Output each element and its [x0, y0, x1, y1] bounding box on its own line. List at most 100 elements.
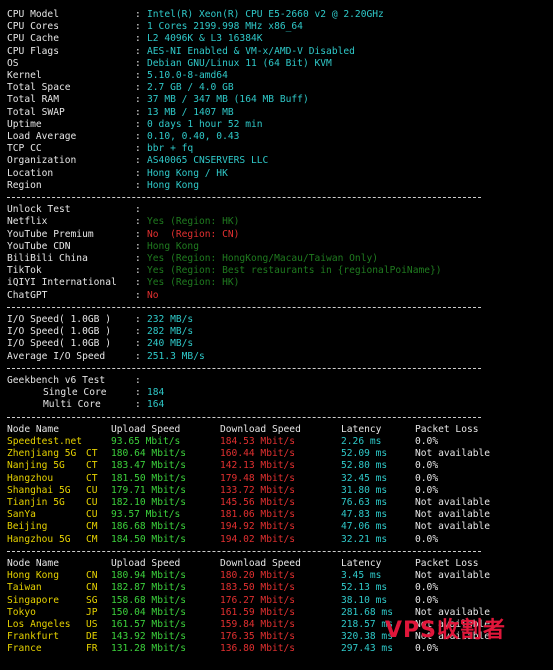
separator-colon: : [135, 350, 141, 362]
node-isp: CN [86, 582, 98, 594]
node-isp: DE [86, 631, 98, 643]
separator-colon: : [135, 94, 141, 106]
separator-colon: : [135, 326, 141, 338]
info-label: Uptime [7, 118, 42, 130]
latency-value: 281.68 ms [341, 606, 393, 618]
info-value: AES-NI Enabled & VM-x/AMD-V Disabled [147, 45, 355, 57]
packet-loss-value: 0.0% [415, 472, 439, 484]
upload-speed: 181.50 Mbit/s [111, 472, 187, 484]
node-isp: US [86, 619, 98, 630]
separator-colon: : [135, 314, 141, 325]
upload-speed: 158.68 Mbit/s [111, 594, 187, 606]
node-name: Singapore [7, 594, 59, 606]
score-value: 184 [147, 387, 165, 399]
latency-value: 320.38 ms [341, 631, 393, 643]
service-name: BiliBili China [7, 253, 88, 264]
separator-colon: : [135, 277, 141, 289]
unlock-result: No (Region: CN) [147, 228, 240, 240]
upload-speed: 180.64 Mbit/s [111, 448, 187, 460]
info-value: 2.7 GB / 4.0 GB [147, 82, 234, 94]
info-label: Organization [7, 155, 77, 167]
separator-colon: : [135, 155, 141, 167]
info-label: CPU Cores [7, 21, 59, 33]
packet-loss-value: 0.0% [415, 643, 439, 655]
node-name: Frankfurt [7, 631, 59, 643]
node-name: Beijing [7, 521, 48, 533]
separator-colon: : [135, 167, 141, 179]
download-speed: 194.02 Mbit/s [220, 533, 296, 545]
node-isp: CU [86, 497, 98, 508]
service-name: iQIYI International [7, 277, 117, 289]
upload-speed: 93.65 Mbit/s [111, 436, 181, 447]
info-label: OS [7, 57, 19, 69]
separator-colon: : [135, 82, 141, 94]
latency-value: 32.45 ms [341, 472, 388, 484]
section-title: Geekbench v6 Test [7, 375, 106, 386]
download-speed: 176.27 Mbit/s [220, 594, 296, 606]
info-label: Load Average [7, 131, 77, 142]
info-value: 0 days 1 hour 52 min [147, 118, 263, 130]
info-label: Total Space [7, 82, 71, 94]
node-isp: CT [86, 472, 98, 484]
separator-colon: : [135, 265, 141, 277]
separator-colon: : [135, 106, 141, 118]
packet-loss-value: 0.0% [415, 533, 439, 545]
info-value: 13 MB / 1407 MB [147, 106, 234, 118]
download-speed: 145.56 Mbit/s [220, 497, 296, 508]
unlock-result: Yes (Region: Best restaurants in {region… [147, 265, 442, 277]
node-isp: CM [86, 533, 98, 545]
packet-loss-value: 0.0% [415, 484, 439, 496]
separator-colon: : [135, 33, 141, 45]
download-speed: 160.44 Mbit/s [220, 448, 296, 460]
dashed-divider [7, 197, 481, 198]
upload-speed: 182.10 Mbit/s [111, 497, 187, 508]
info-value: 5.10.0-8-amd64 [147, 70, 228, 81]
upload-speed: 143.92 Mbit/s [111, 631, 187, 643]
node-isp: CT [86, 448, 98, 460]
latency-value: 3.45 ms [341, 570, 382, 582]
service-name: TikTok [7, 265, 42, 277]
upload-speed: 131.28 Mbit/s [111, 643, 187, 655]
separator-colon: : [135, 204, 141, 216]
download-speed: 142.13 Mbit/s [220, 460, 296, 472]
col-download: Download Speed [220, 558, 301, 569]
separator-colon: : [135, 240, 141, 252]
packet-loss-value: Not available [415, 448, 491, 460]
col-node-name: Node Name [7, 558, 59, 569]
separator-colon: : [135, 375, 141, 386]
watermark-logo: VPS收割者 [385, 618, 506, 643]
download-speed: 159.84 Mbit/s [220, 619, 296, 630]
node-name: Tokyo [7, 606, 36, 618]
download-speed: 179.48 Mbit/s [220, 472, 296, 484]
upload-speed: 183.47 Mbit/s [111, 460, 187, 472]
latency-value: 38.10 ms [341, 594, 388, 606]
separator-colon: : [135, 253, 141, 264]
info-value: 37 MB / 347 MB (164 MB Buff) [147, 94, 309, 106]
node-isp: CN [86, 570, 98, 582]
packet-loss-value: Not available [415, 509, 491, 521]
upload-speed: 161.57 Mbit/s [111, 619, 187, 630]
latency-value: 47.06 ms [341, 521, 388, 533]
io-label: I/O Speed( 1.0GB ) [7, 326, 111, 338]
unlock-result: Yes (Region: HK) [147, 277, 240, 289]
info-label: CPU Flags [7, 45, 59, 57]
col-upload: Upload Speed [111, 558, 181, 569]
io-value: 240 MB/s [147, 338, 194, 350]
download-speed: 133.72 Mbit/s [220, 484, 296, 496]
info-value: Debian GNU/Linux 11 (64 Bit) KVM [147, 57, 332, 69]
separator-colon: : [135, 57, 141, 69]
separator-colon: : [135, 338, 141, 350]
packet-loss-value: Not available [415, 521, 491, 533]
node-isp: CU [86, 509, 98, 521]
latency-value: 297.43 ms [341, 643, 393, 655]
download-speed: 176.35 Mbit/s [220, 631, 296, 643]
node-name: Hangzhou [7, 472, 54, 484]
node-name: Shanghai 5G [7, 484, 71, 496]
io-label: Average I/O Speed [7, 350, 106, 362]
separator-colon: : [135, 399, 141, 411]
node-isp: CU [86, 484, 98, 496]
upload-speed: 179.71 Mbit/s [111, 484, 187, 496]
separator-colon: : [135, 143, 141, 155]
upload-speed: 93.57 Mbit/s [111, 509, 181, 521]
download-speed: 183.50 Mbit/s [220, 582, 296, 594]
